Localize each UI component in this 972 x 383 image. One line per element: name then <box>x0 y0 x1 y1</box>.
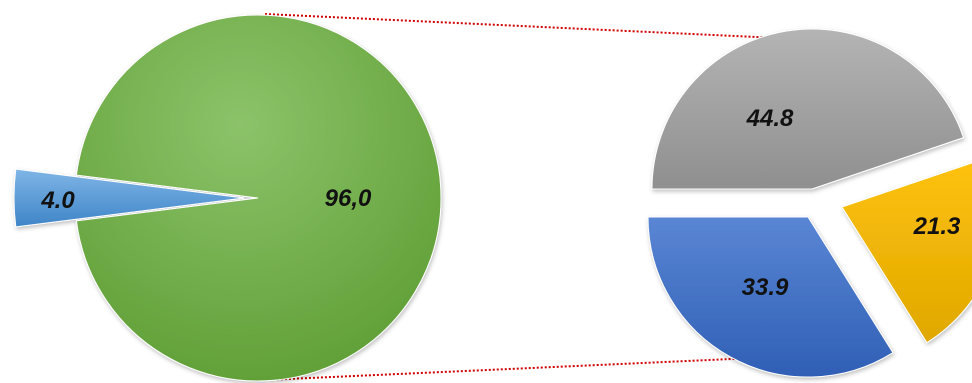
main-pie-slice-small <box>13 168 245 228</box>
data-label-96: 96,0 <box>325 185 372 212</box>
secondary-pie-slice-33-9 <box>647 216 894 378</box>
connector-line-top <box>264 13 821 41</box>
data-label-21-3: 21.3 <box>913 213 961 240</box>
secondary-pie-slice-44-8 <box>651 28 965 190</box>
data-label-4: 4.0 <box>40 187 75 214</box>
main-pie <box>13 14 442 382</box>
connector-line-bottom <box>264 354 821 381</box>
data-labels: 96,0 4.0 44.8 21.3 33.9 <box>40 105 961 301</box>
main-pie-slice-large <box>75 14 442 382</box>
data-label-33-9: 33.9 <box>742 274 789 301</box>
data-label-44-8: 44.8 <box>746 105 794 132</box>
secondary-pie-slice-21-3 <box>841 162 972 344</box>
secondary-pie <box>647 28 972 378</box>
